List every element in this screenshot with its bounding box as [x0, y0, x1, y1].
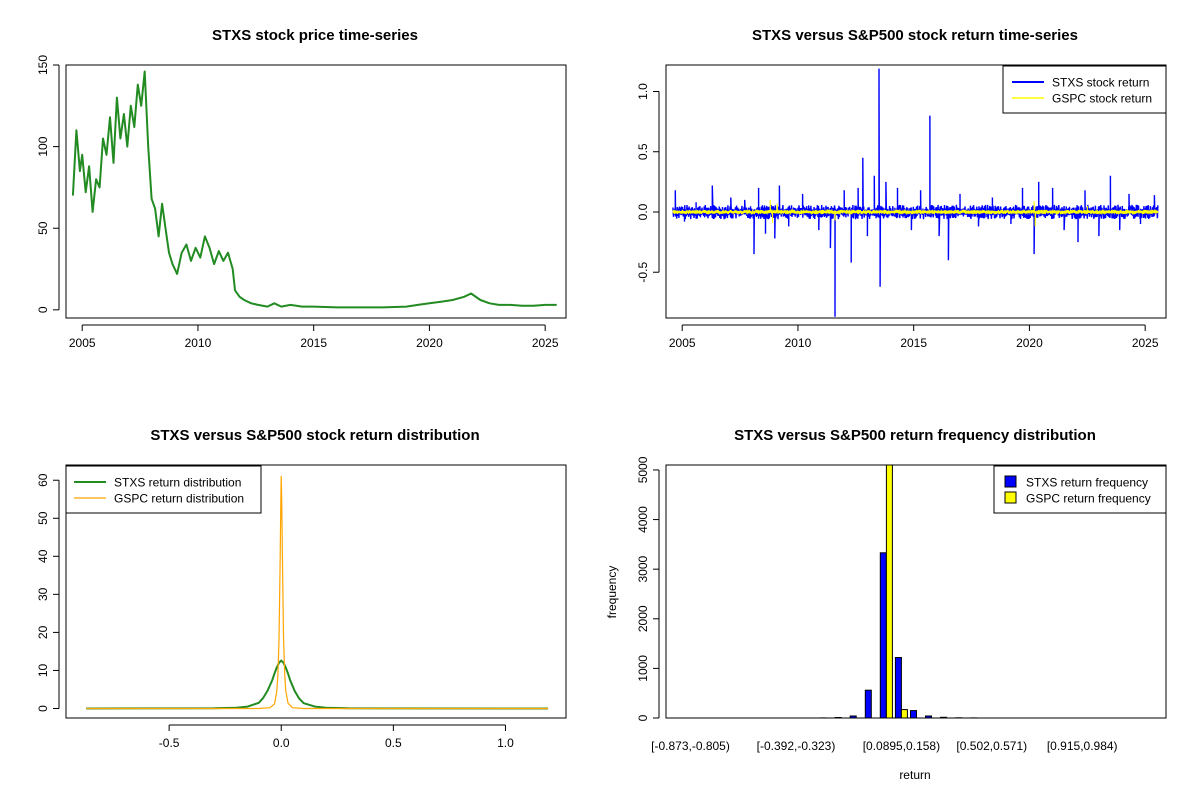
density-line-gspc: [86, 475, 549, 710]
x-tick-label: 1.0: [497, 736, 514, 750]
x-tick-label: 0.0: [273, 736, 290, 750]
price-chart-plot-box: [65, 64, 567, 319]
price-chart-y-axis: 0 50 100 150: [36, 55, 60, 313]
return-distribution-y-axis: 0 10 20 30 40 50 60: [36, 473, 60, 712]
histogram-bar-stxs: [940, 716, 948, 719]
legend-label-gspc: GSPC return frequency: [1026, 492, 1151, 506]
y-tick-label: 5000: [636, 456, 650, 483]
return-frequency-y-axis: 0 1000 2000 3000 4000 5000: [636, 456, 660, 721]
return-frequency-title: STXS versus S&P500 return frequency dist…: [734, 427, 1096, 444]
x-tick-label: [0.915,0.984): [1047, 739, 1118, 753]
legend-box: [65, 465, 262, 514]
x-tick-label: 0.5: [385, 736, 402, 750]
return-timeseries-plot-box: [665, 64, 1167, 319]
y-tick-label: 60: [36, 473, 50, 487]
y-tick-label: 1000: [636, 655, 650, 682]
histogram-bar-stxs: [894, 657, 902, 719]
histogram-bar-stxs: [925, 715, 932, 719]
return-distribution-lines: [86, 475, 549, 710]
price-chart-x-axis: 2005 2010 2015 2020 2025: [69, 324, 559, 350]
x-tick-label: [0.0895,0.158): [863, 739, 940, 753]
y-tick-label: 50: [36, 511, 50, 525]
y-tick-label: 50: [36, 221, 50, 235]
return-distribution-x-axis: -0.5 0.0 0.5 1.0: [159, 724, 514, 750]
legend-label-stxs: STXS return frequency: [1026, 476, 1148, 490]
legend-box: [993, 465, 1167, 514]
x-tick-label: 2020: [416, 336, 443, 350]
y-tick-label: 0: [36, 705, 50, 712]
x-tick-label: [0.502,0.571): [956, 739, 1027, 753]
x-tick-label: -0.5: [159, 736, 180, 750]
y-tick-label: 40: [36, 549, 50, 563]
return-frequency-ylabel: frequency: [605, 566, 619, 619]
return-distribution-title: STXS versus S&P500 stock return distribu…: [150, 427, 479, 444]
legend-swatch-stxs: [1004, 475, 1017, 488]
y-tick-label: 0: [36, 306, 50, 313]
return-distribution-legend: STXS return distribution GSPC return dis…: [65, 465, 262, 514]
return-timeseries-lines: [672, 68, 1159, 317]
histogram-bar-stxs: [864, 689, 872, 719]
x-tick-label: 2005: [669, 336, 696, 350]
return-frequency-panel: STXS versus S&P500 return frequency dist…: [605, 427, 1167, 782]
x-tick-label: 2010: [185, 336, 212, 350]
return-frequency-x-axis: [-0.873,-0.805) [-0.392,-0.323) [0.0895,0.…: [651, 739, 1117, 753]
y-tick-label: -0.5: [636, 262, 650, 283]
histogram-bar-gspc: [885, 464, 893, 719]
price-chart-panel: STXS stock price time-series 2005 2010 201…: [36, 27, 567, 350]
histogram-bar-stxs: [879, 552, 887, 719]
histogram-bar-stxs: [910, 710, 917, 719]
x-tick-label: [-0.873,-0.805): [651, 739, 730, 753]
price-series-line: [71, 70, 557, 309]
return-frequency-xlabel: return: [899, 768, 930, 782]
return-timeseries-legend: STXS stock return GSPC stock return: [1002, 65, 1167, 114]
return-frequency-bars: [690, 464, 1149, 719]
price-chart-title: STXS stock price time-series: [212, 27, 418, 44]
x-tick-label: 2005: [69, 336, 96, 350]
x-tick-label: [-0.392,-0.323): [757, 739, 836, 753]
legend-swatch-gspc: [1004, 491, 1017, 504]
histogram-bar-stxs: [849, 715, 857, 719]
x-tick-label: 2015: [300, 336, 327, 350]
return-series-line-gspc: [672, 199, 1159, 227]
y-tick-label: 0.0: [636, 203, 650, 220]
y-tick-label: 4000: [636, 506, 650, 533]
histogram-bar-gspc: [900, 709, 908, 719]
legend-box: [1002, 65, 1167, 114]
y-tick-label: 10: [36, 663, 50, 677]
y-tick-label: 0: [636, 714, 650, 721]
x-tick-label: 2020: [1016, 336, 1043, 350]
return-distribution-plot-box: [65, 464, 567, 719]
return-frequency-legend: STXS return frequency GSPC return freque…: [993, 465, 1167, 514]
return-timeseries-x-axis: 2005 2010 2015 2020 2025: [669, 324, 1159, 350]
y-tick-label: 100: [36, 136, 50, 156]
histogram-bar-stxs: [834, 717, 842, 719]
x-tick-label: 2025: [532, 336, 559, 350]
legend-label-gspc: GSPC return distribution: [114, 492, 244, 506]
return-distribution-panel: STXS versus S&P500 stock return distribu…: [36, 427, 567, 750]
return-series-line-stxs: [672, 68, 1159, 317]
price-chart-lines: [71, 70, 557, 309]
legend-label-stxs: STXS return distribution: [114, 476, 241, 490]
y-tick-label: 1.0: [636, 83, 650, 100]
y-tick-label: 30: [36, 587, 50, 601]
return-timeseries-panel: STXS versus S&P500 stock return time-ser…: [636, 27, 1167, 350]
x-tick-label: 2025: [1132, 336, 1159, 350]
y-tick-label: 150: [36, 55, 50, 75]
y-tick-label: 3000: [636, 556, 650, 583]
legend-label-gspc: GSPC stock return: [1052, 92, 1152, 106]
return-timeseries-y-axis: -0.5 0.0 0.5 1.0: [636, 83, 660, 283]
y-tick-label: 0.5: [636, 143, 650, 160]
return-timeseries-title: STXS versus S&P500 stock return time-ser…: [752, 27, 1078, 44]
density-line-stxs: [86, 659, 549, 710]
y-tick-label: 2000: [636, 605, 650, 632]
x-tick-label: 2015: [900, 336, 927, 350]
legend-label-stxs: STXS stock return: [1052, 76, 1149, 90]
x-tick-label: 2010: [785, 336, 812, 350]
y-tick-label: 20: [36, 625, 50, 639]
